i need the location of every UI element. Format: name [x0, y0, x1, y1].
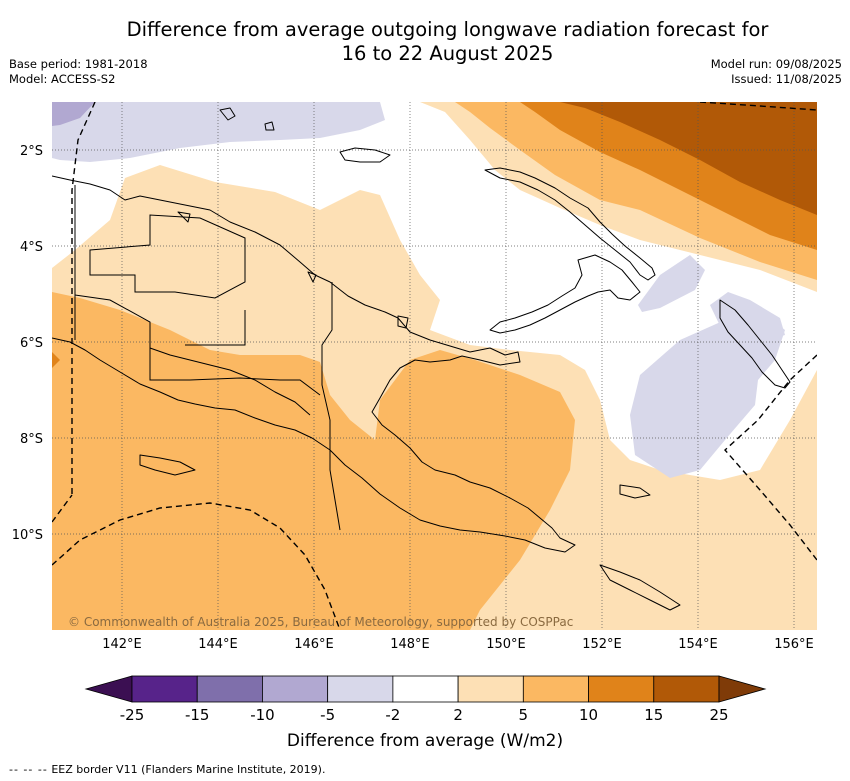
- eez-east: [724, 354, 817, 561]
- torres-islands: [139, 454, 196, 476]
- colorbar-segment: [327, 675, 394, 703]
- colorbar-segment: [196, 675, 263, 703]
- colorbar-extend-high: [718, 675, 767, 703]
- colorbar-segment: [653, 675, 720, 703]
- gridlines: [52, 102, 817, 630]
- colorbar-segment: [262, 675, 329, 703]
- colorbar: -25 -15 -10 -5 -2 2 5 10 15 25: [84, 675, 767, 724]
- map-title: Difference from average outgoing longwav…: [0, 18, 850, 66]
- anomaly-neg-2-5-northeast: [638, 255, 705, 312]
- lat-tick-label: 4°S: [20, 240, 43, 255]
- lat-tick-label: 2°S: [20, 144, 43, 159]
- colorbar-segment: [457, 675, 524, 703]
- base-period: Base period: 1981-2018: [9, 57, 148, 71]
- eez-northeast: [699, 102, 817, 111]
- lon-tick-label: 148°E: [390, 637, 430, 652]
- eez-legend-text: EEZ border V11 (Flanders Marine Institut…: [51, 763, 326, 776]
- manus-island: [339, 147, 391, 163]
- eez-southwest-2: [52, 494, 73, 523]
- colorbar-tick-label: 25: [709, 706, 728, 724]
- colorbar-tick-label: -5: [320, 706, 335, 724]
- colorbar-segment: [131, 675, 198, 703]
- anomaly-15-25: [560, 102, 817, 215]
- lat-tick-label: 8°S: [20, 432, 43, 447]
- lon-tick-label: 150°E: [486, 637, 526, 652]
- eez-legend: -- -- -- EEZ border V11 (Flanders Marine…: [9, 763, 325, 776]
- colorbar-segment: [522, 675, 589, 703]
- small-islands-north: [177, 107, 409, 329]
- colorbar-tick-label: -25: [120, 706, 145, 724]
- papua-provinces-border: [89, 214, 246, 299]
- lon-tick-label: 156°E: [774, 637, 814, 652]
- colorbar-extend-low: [84, 675, 133, 703]
- anomaly-5-10-west-notch: [52, 352, 60, 368]
- colorbar-tick-label: 15: [644, 706, 663, 724]
- fly-river: [149, 347, 311, 416]
- title-line-1: Difference from average outgoing longwav…: [126, 18, 769, 41]
- colorbar-tick-label: 5: [519, 706, 529, 724]
- inland-border: [74, 185, 246, 346]
- colorbar-tick-label: 2: [453, 706, 463, 724]
- copyright-notice: © Commonwealth of Australia 2025, Bureau…: [68, 615, 573, 629]
- lat-tick-label: 10°S: [12, 528, 43, 543]
- anomaly-neg-2-5-northwest: [52, 102, 385, 162]
- lon-tick-label: 142°E: [102, 637, 142, 652]
- political-borders: [74, 185, 341, 531]
- indonesia-png-border: [321, 282, 341, 531]
- lat-tick-label: 6°S: [20, 336, 43, 351]
- trobriand-islands: [619, 484, 651, 499]
- eez-southwest: [52, 502, 341, 630]
- colorbar-tick-label: -10: [250, 706, 275, 724]
- new-ireland-coastline: [484, 167, 656, 281]
- lon-tick-label: 144°E: [198, 637, 238, 652]
- central-border: [74, 294, 321, 396]
- meta-right: Model run: 09/08/2025 Issued: 11/08/2025: [711, 57, 842, 87]
- eez-borders: [52, 102, 817, 630]
- bougainville-coastline: [719, 299, 791, 389]
- issued-date: Issued: 11/08/2025: [731, 72, 842, 86]
- louisiade-islands: [599, 564, 681, 611]
- anomaly-neg-2-5-islands: [710, 292, 785, 342]
- latitude-tick-labels: 2°S 4°S 6°S 8°S 10°S: [12, 144, 43, 543]
- map-plot-area: © Commonwealth of Australia 2025, Bureau…: [52, 102, 817, 630]
- new-britain-coastline: [489, 254, 641, 334]
- colorbar-tick-label: -2: [385, 706, 400, 724]
- model-run: Model run: 09/08/2025: [710, 57, 842, 71]
- colorbar-tick-label: -15: [185, 706, 210, 724]
- eez-west: [71, 102, 96, 495]
- meta-left: Base period: 1981-2018 Model: ACCESS-S2: [9, 57, 148, 87]
- lon-tick-label: 146°E: [294, 637, 334, 652]
- title-line-2: 16 to 22 August 2025: [341, 42, 554, 65]
- lon-tick-label: 154°E: [678, 637, 718, 652]
- colorbar-title: Difference from average (W/m2): [286, 731, 564, 751]
- model-name: Model: ACCESS-S2: [9, 72, 116, 86]
- coastlines: [52, 107, 791, 611]
- lon-tick-label: 152°E: [582, 637, 622, 652]
- colorbar-tick-label: 10: [579, 706, 598, 724]
- eez-legend-symbol: -- -- --: [9, 763, 48, 776]
- longitude-tick-labels: 142°E 144°E 146°E 148°E 150°E 152°E 154°E 156°E: [102, 637, 814, 652]
- anomaly-neg-5-10-corner: [52, 102, 95, 126]
- colorbar-segment: [392, 675, 459, 703]
- colorbar-segment: [588, 675, 655, 703]
- anomaly-5-10-main: [52, 292, 575, 630]
